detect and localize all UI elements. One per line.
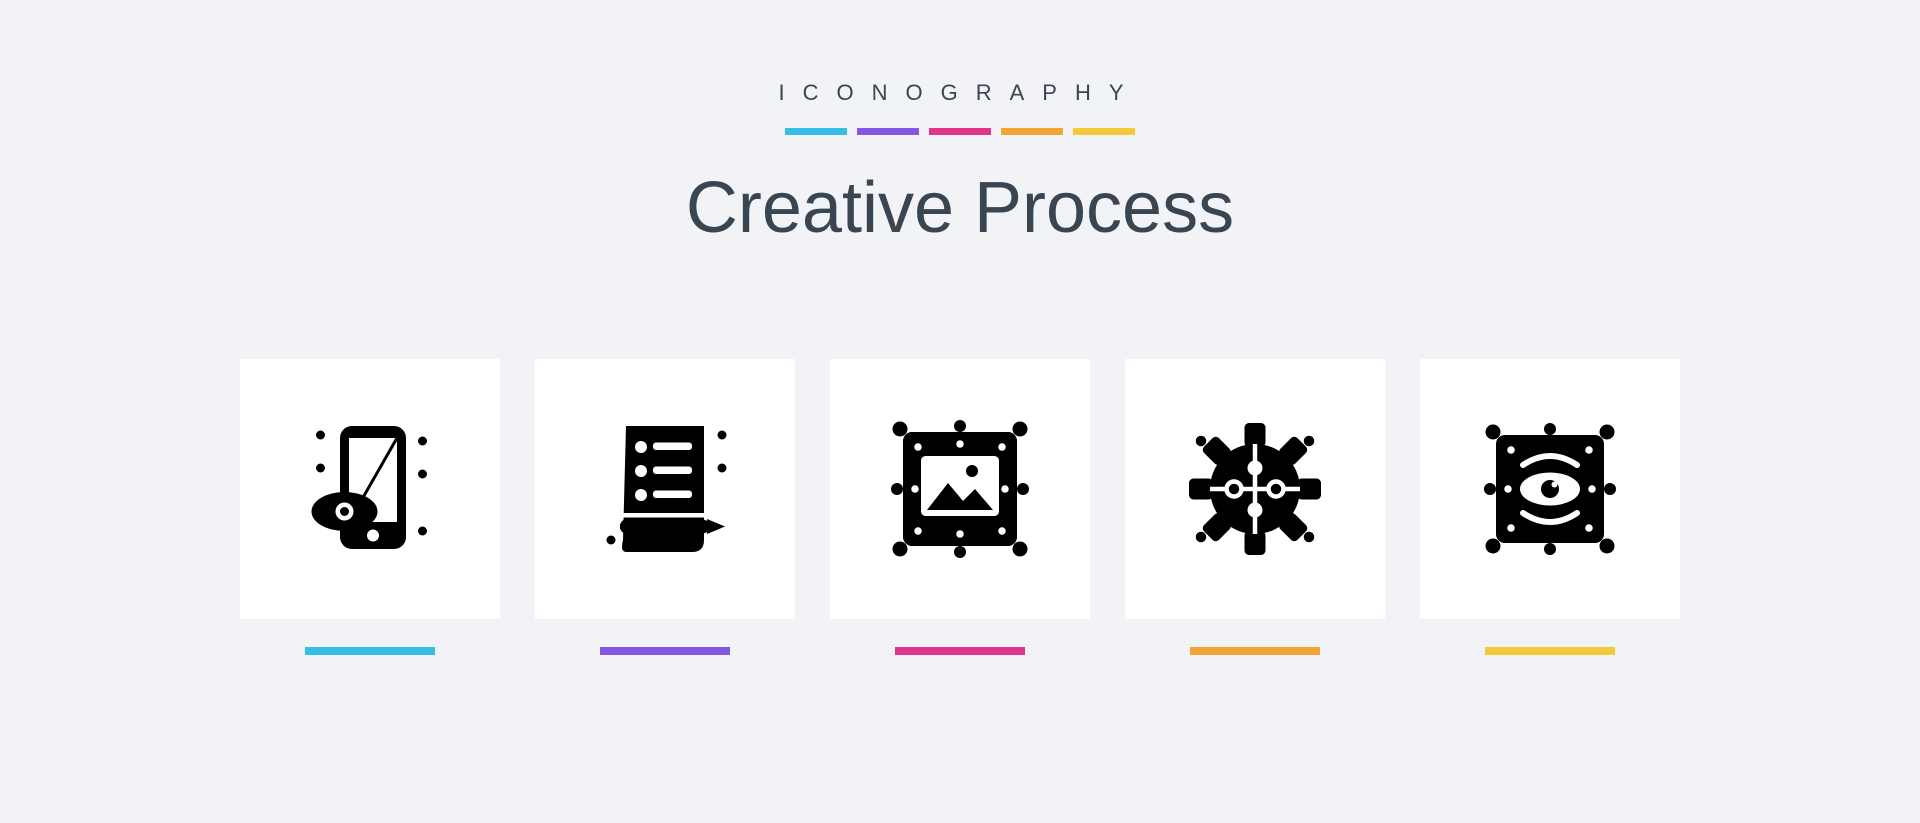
icon-card: [1420, 359, 1680, 655]
eyebrow-text: ICONOGRAPHY: [0, 80, 1920, 106]
stripe-1: [785, 128, 847, 135]
icon-card: [830, 359, 1090, 655]
stripe-4: [1001, 128, 1063, 135]
icon-tile: [1420, 359, 1680, 619]
gear-puzzle-icon: [1180, 414, 1330, 564]
card-underline: [895, 647, 1025, 655]
header: ICONOGRAPHY Creative Process: [0, 0, 1920, 249]
card-underline: [1190, 647, 1320, 655]
page-title: Creative Process: [0, 167, 1920, 249]
card-underline: [600, 647, 730, 655]
icon-tile: [240, 359, 500, 619]
icon-tile: [1125, 359, 1385, 619]
icon-card: [1125, 359, 1385, 655]
document-list-icon: [590, 414, 740, 564]
icon-tile: [535, 359, 795, 619]
icon-card: [240, 359, 500, 655]
icon-tile: [830, 359, 1090, 619]
icon-card: [535, 359, 795, 655]
color-stripes: [0, 128, 1920, 135]
card-underline: [305, 647, 435, 655]
mobile-eye-icon: [295, 414, 445, 564]
icon-row: [0, 359, 1920, 655]
card-underline: [1485, 647, 1615, 655]
stripe-2: [857, 128, 919, 135]
image-frame-icon: [885, 414, 1035, 564]
stripe-3: [929, 128, 991, 135]
vision-frame-icon: [1475, 414, 1625, 564]
stripe-5: [1073, 128, 1135, 135]
